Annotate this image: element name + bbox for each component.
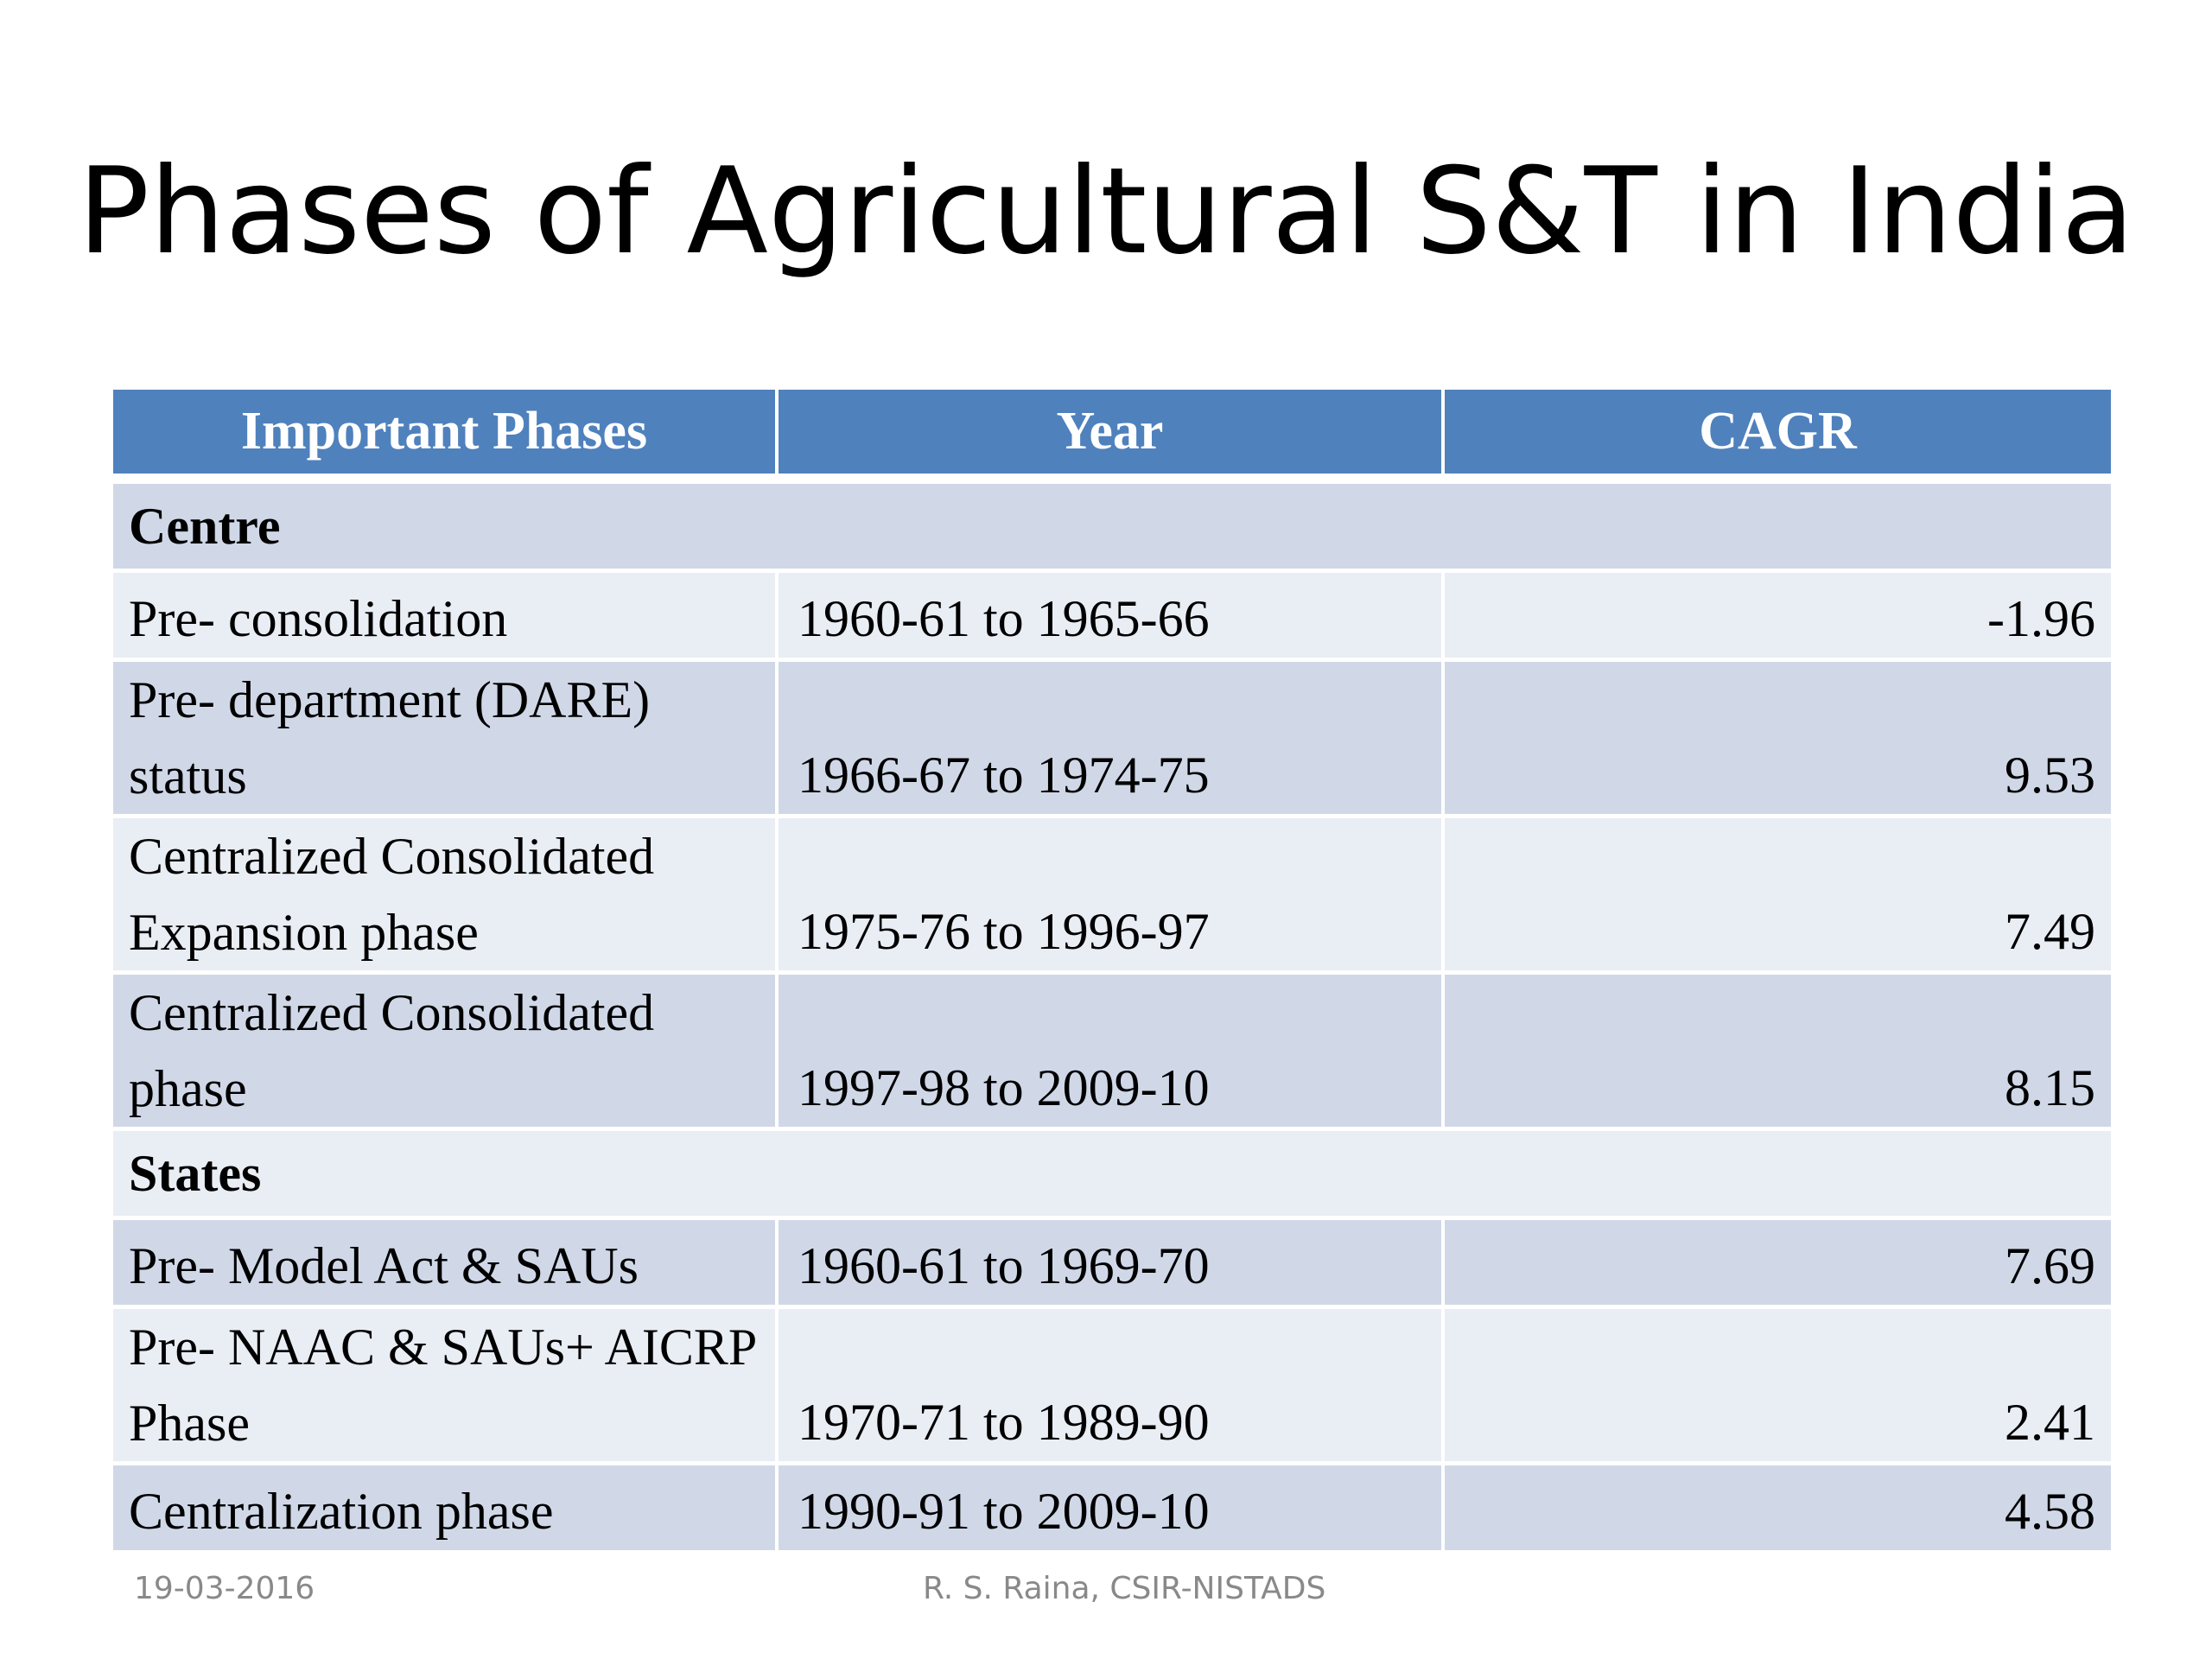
section-row-states: States — [113, 1131, 2111, 1220]
cagr-cell: 2.41 — [1445, 1309, 2111, 1465]
table-row: Pre- consolidation 1960-61 to 1965-66 -1… — [113, 573, 2111, 662]
cagr-cell: 9.53 — [1445, 662, 2111, 818]
phase-text: Centralized Consolidated Expansion phase — [129, 828, 655, 961]
phase-text: Centralized Consolidated phase — [129, 984, 655, 1117]
phase-text: Centralization phase — [129, 1483, 554, 1540]
cagr-cell: 7.69 — [1445, 1220, 2111, 1309]
phase-cell: Centralized Consolidated phase — [113, 975, 779, 1131]
column-header-phases: Important Phases — [113, 390, 779, 484]
table-row: Centralization phase 1990-91 to 2009-10 … — [113, 1465, 2111, 1554]
table-row: Pre- department (DARE) status 1966-67 to… — [113, 662, 2111, 818]
section-row-centre: Centre — [113, 484, 2111, 573]
section-label: States — [113, 1131, 2111, 1220]
phase-cell: Pre- NAAC & SAUs+ AICRP Phase — [113, 1309, 779, 1465]
phase-text: Pre- department (DARE) status — [129, 671, 651, 804]
column-header-cagr: CAGR — [1445, 390, 2111, 484]
footer-author: R. S. Raina, CSIR-NISTADS — [923, 1571, 1326, 1606]
cagr-cell: 7.49 — [1445, 818, 2111, 975]
phase-cell: Pre- department (DARE) status — [113, 662, 779, 818]
year-cell: 1960-61 to 1969-70 — [779, 1220, 1445, 1309]
section-label: Centre — [113, 484, 2111, 573]
table-header-row: Important Phases Year CAGR — [113, 390, 2111, 484]
year-cell: 1960-61 to 1965-66 — [779, 573, 1445, 662]
table-row: Pre- NAAC & SAUs+ AICRP Phase 1970-71 to… — [113, 1309, 2111, 1465]
cagr-cell: 4.58 — [1445, 1465, 2111, 1554]
cagr-cell: -1.96 — [1445, 573, 2111, 662]
phase-cell: Centralized Consolidated Expansion phase — [113, 818, 779, 975]
phase-text: Pre- consolidation — [129, 590, 508, 647]
cagr-cell: 8.15 — [1445, 975, 2111, 1131]
year-cell: 1966-67 to 1974-75 — [779, 662, 1445, 818]
year-cell: 1997-98 to 2009-10 — [779, 975, 1445, 1131]
table-row: Centralized Consolidated phase 1997-98 t… — [113, 975, 2111, 1131]
phase-text: Pre- NAAC & SAUs+ AICRP Phase — [129, 1319, 756, 1452]
phase-cell: Pre- Model Act & SAUs — [113, 1220, 779, 1309]
phases-table: Important Phases Year CAGR Centre Pre- c… — [113, 390, 2111, 1554]
phase-cell: Centralization phase — [113, 1465, 779, 1554]
phase-cell: Pre- consolidation — [113, 573, 779, 662]
year-cell: 1990-91 to 2009-10 — [779, 1465, 1445, 1554]
footer-date: 19-03-2016 — [134, 1571, 315, 1606]
year-cell: 1975-76 to 1996-97 — [779, 818, 1445, 975]
table-row: Centralized Consolidated Expansion phase… — [113, 818, 2111, 975]
column-header-year: Year — [779, 390, 1445, 484]
phase-text: Pre- Model Act & SAUs — [129, 1237, 639, 1294]
table-row: Pre- Model Act & SAUs 1960-61 to 1969-70… — [113, 1220, 2111, 1309]
slide-title: Phases of Agricultural S&T in India — [77, 142, 2135, 281]
year-cell: 1970-71 to 1989-90 — [779, 1309, 1445, 1465]
